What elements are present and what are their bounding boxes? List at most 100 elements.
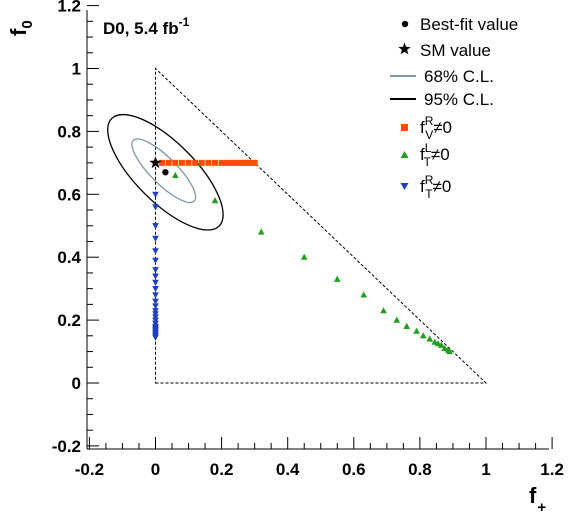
legend-best-fit-marker bbox=[401, 20, 409, 28]
physical-region-triangle bbox=[155, 67, 488, 384]
ftl-point bbox=[360, 291, 368, 298]
physical-region bbox=[155, 67, 488, 384]
x-tick-label: 0.4 bbox=[276, 460, 300, 479]
ftr-point bbox=[152, 223, 159, 230]
experiment-label: D0, 5.4 fb-1 bbox=[103, 15, 190, 38]
y-tick-label: 0 bbox=[72, 374, 81, 393]
ftl-point bbox=[257, 228, 265, 235]
ftr-point bbox=[152, 248, 159, 255]
ftr-point bbox=[152, 303, 159, 310]
y-axis-title: f0 bbox=[6, 20, 36, 36]
ftl-point bbox=[393, 316, 401, 323]
plot-frame bbox=[86, 10, 549, 450]
fvr-point bbox=[165, 159, 172, 166]
ftr-point bbox=[152, 279, 159, 286]
fvr-point bbox=[172, 159, 179, 166]
x-axis-title-text: f+ bbox=[529, 483, 546, 516]
ftl-point bbox=[434, 340, 442, 347]
ftr-point bbox=[152, 235, 159, 242]
data-series bbox=[152, 159, 453, 355]
ftl-point bbox=[426, 335, 434, 342]
fvr-point bbox=[159, 159, 166, 166]
x-tick-label: 1 bbox=[481, 460, 490, 479]
ftr-point bbox=[152, 257, 159, 264]
y-tick-label: -0.2 bbox=[52, 437, 81, 456]
ftl-point bbox=[211, 196, 219, 204]
fvr-point bbox=[233, 159, 240, 166]
ftl-point bbox=[441, 344, 448, 352]
x-tick-label: 0.8 bbox=[408, 460, 432, 479]
fvr-point bbox=[223, 159, 230, 166]
fvr-point bbox=[211, 159, 218, 166]
sm-star-icon bbox=[149, 156, 162, 169]
fvr-point bbox=[178, 159, 185, 166]
fvr-point bbox=[248, 159, 255, 166]
ftr-point bbox=[152, 292, 159, 299]
ftr-point bbox=[152, 286, 159, 293]
fvr-point bbox=[192, 159, 199, 166]
legend-fvr-marker bbox=[401, 124, 408, 131]
fvr-point bbox=[251, 159, 258, 166]
y-tick-label: 1.2 bbox=[57, 0, 81, 16]
experiment-label-text: D0, 5.4 fb-1 bbox=[103, 15, 190, 38]
legend: Best-fit value SM value 68% C.L. 95% C.L… bbox=[390, 15, 518, 201]
x-tick-label: 1.2 bbox=[540, 460, 564, 479]
x-tick-label: 0 bbox=[151, 460, 160, 479]
legend-sm-label: SM value bbox=[420, 41, 491, 60]
legend-best-fit-label: Best-fit value bbox=[420, 15, 518, 34]
ftr-point bbox=[152, 308, 159, 315]
fvr-point bbox=[245, 159, 252, 166]
ftl-point bbox=[431, 338, 439, 345]
ftl-point bbox=[403, 322, 410, 329]
ftr-point bbox=[152, 317, 159, 324]
legend-ftl-marker bbox=[400, 151, 409, 158]
ftr-point bbox=[152, 314, 159, 321]
x-tick-label: 0.6 bbox=[342, 460, 366, 479]
ftr-point bbox=[152, 298, 159, 305]
legend-ftl-label: fL T≠0 bbox=[420, 141, 450, 169]
ftl-point bbox=[380, 307, 387, 314]
fvr-point bbox=[241, 159, 248, 166]
y-tick-label: 1 bbox=[72, 60, 81, 79]
ftr-point bbox=[152, 311, 159, 318]
ftr-point bbox=[152, 191, 159, 198]
y-tick-label: 0.6 bbox=[57, 185, 81, 204]
ftr-point bbox=[152, 320, 159, 327]
y-tick-label: 0.2 bbox=[57, 311, 81, 330]
ftl-point bbox=[438, 341, 445, 348]
ftl-point bbox=[300, 253, 308, 260]
ftl-point bbox=[413, 327, 420, 334]
y-tick-label: 0.4 bbox=[57, 248, 81, 267]
legend-68-label: 68% C.L. bbox=[424, 67, 494, 86]
fvr-point bbox=[238, 159, 245, 166]
ftr-point bbox=[152, 204, 159, 211]
legend-ftr-marker bbox=[400, 183, 409, 190]
tick-labels: -0.2 0 0.2 0.4 0.6 0.8 1 1.2 -0.2 0 0.2 0.4 0.6 0.8 1 1… bbox=[52, 0, 564, 479]
fvr-point bbox=[198, 159, 205, 166]
fvr-point bbox=[205, 159, 212, 166]
legend-fvr-label: fR V≠0 bbox=[420, 114, 452, 142]
ftr-point bbox=[152, 334, 159, 341]
x-tick-label: -0.2 bbox=[75, 460, 104, 479]
ftl-point bbox=[333, 275, 341, 282]
legend-ftr-label: fR T≠0 bbox=[420, 173, 451, 201]
best-fit-point bbox=[162, 169, 169, 176]
x-axis-title: f+ bbox=[529, 483, 546, 516]
reference-points bbox=[149, 156, 169, 176]
contour-95 bbox=[107, 113, 224, 231]
ftl-point bbox=[419, 332, 427, 339]
y-axis-title-text: f0 bbox=[6, 20, 36, 36]
fvr-point bbox=[218, 159, 225, 166]
ftr-point bbox=[152, 273, 159, 280]
fvr-point bbox=[185, 159, 192, 166]
axis-ticks bbox=[87, 5, 553, 449]
legend-sm-star-icon bbox=[398, 42, 411, 55]
x-tick-label: 0.2 bbox=[210, 460, 234, 479]
fvr-point bbox=[228, 159, 235, 166]
ftl-point bbox=[446, 347, 453, 355]
ftl-point bbox=[172, 171, 179, 179]
y-tick-label: 0.8 bbox=[57, 122, 81, 141]
legend-95-label: 95% C.L. bbox=[424, 90, 494, 109]
ftr-point bbox=[152, 267, 159, 274]
